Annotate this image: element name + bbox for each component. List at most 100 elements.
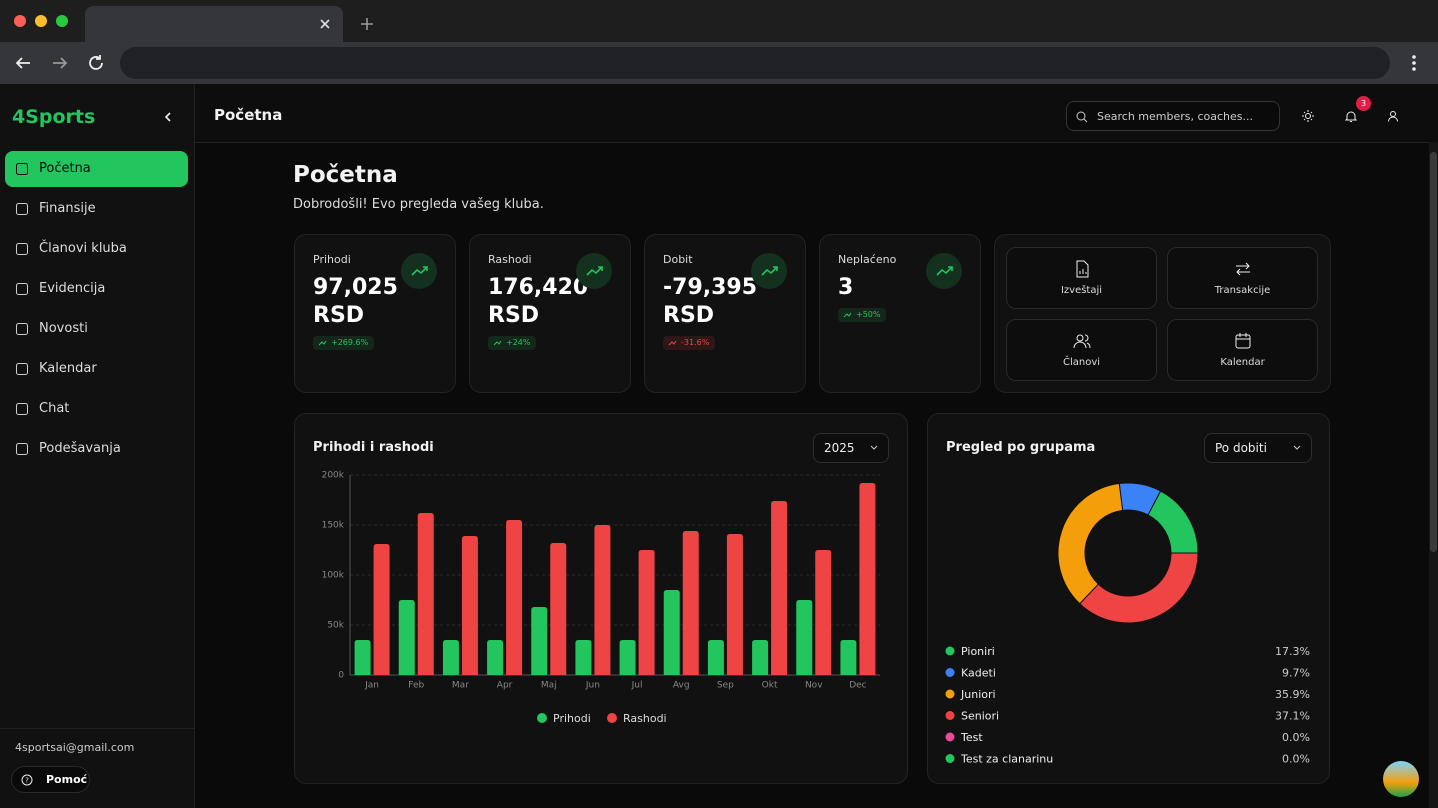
nav-item[interactable]: Chat bbox=[5, 391, 188, 427]
chart-title: Pregled po grupama bbox=[946, 440, 1096, 455]
sidebar: 4Sports Početna Finansije Članovi kluba Evi… bbox=[0, 84, 195, 808]
back-button[interactable] bbox=[14, 54, 32, 72]
bar bbox=[575, 640, 592, 675]
legend-swatch bbox=[945, 668, 955, 677]
stat-change: +50% bbox=[838, 308, 887, 322]
legend-label: Rashodi bbox=[623, 712, 667, 725]
legend-label: Juniori bbox=[960, 688, 996, 701]
quick-action-label: Transakcije bbox=[1214, 285, 1271, 296]
x-tick-label: Feb bbox=[408, 681, 424, 691]
nav-item[interactable]: Kalendar bbox=[5, 351, 188, 387]
value-label: 35.9% bbox=[1275, 688, 1310, 701]
x-tick-label: Dec bbox=[849, 681, 866, 691]
bar bbox=[550, 543, 567, 675]
bar bbox=[461, 536, 478, 675]
header: Početna Search members, coaches... 3 bbox=[195, 84, 1438, 143]
nav-label: Kalendar bbox=[39, 361, 97, 376]
scrollbar bbox=[1429, 142, 1438, 808]
nav-item[interactable]: Članovi kluba bbox=[5, 231, 188, 267]
new-tab[interactable] bbox=[360, 17, 374, 31]
nav-item[interactable]: Finansije bbox=[5, 191, 188, 227]
quick-action-label: Izveštaji bbox=[1060, 285, 1103, 296]
stat-card: Dobit -79,395 RSD -31.6% bbox=[644, 234, 806, 393]
browser-tab[interactable] bbox=[85, 6, 343, 42]
legend-label: Prihodi bbox=[553, 712, 591, 725]
x-tick-label: Jun bbox=[585, 681, 600, 691]
bar bbox=[442, 640, 459, 675]
pie-slice bbox=[1079, 552, 1199, 624]
nav-item[interactable]: Novosti bbox=[5, 311, 188, 347]
forward-button[interactable] bbox=[51, 54, 69, 72]
bar bbox=[398, 600, 415, 675]
y-tick-label: 150k bbox=[322, 521, 345, 531]
notification-badge: 3 bbox=[1356, 96, 1371, 111]
select-value: Po dobiti bbox=[1215, 441, 1267, 455]
browser-toolbar bbox=[0, 42, 1438, 84]
search-placeholder: Search members, coaches... bbox=[1097, 110, 1254, 123]
legend-label: Kadeti bbox=[961, 667, 996, 680]
sort-select[interactable]: Po dobiti bbox=[1204, 433, 1312, 463]
bar bbox=[796, 600, 813, 675]
nav-item[interactable]: Evidencija bbox=[5, 271, 188, 307]
help-button[interactable]: ? Pomoć bbox=[11, 766, 90, 793]
window-minimize[interactable] bbox=[35, 15, 47, 27]
stat-card: Neplaćeno 3 +50% bbox=[819, 234, 981, 393]
page-subtitle: Dobrodošli! Evo pregleda vašeg kluba. bbox=[293, 197, 544, 212]
quick-action[interactable]: Kalendar bbox=[1167, 319, 1318, 381]
x-tick-label: Okt bbox=[762, 681, 778, 691]
stat-icon bbox=[926, 253, 962, 289]
nav-item[interactable]: Početna bbox=[5, 151, 188, 187]
nav-label: Podešavanja bbox=[39, 441, 121, 456]
help-label: Pomoć bbox=[46, 773, 88, 786]
bar bbox=[752, 640, 769, 675]
collapse-sidebar[interactable] bbox=[162, 111, 174, 123]
year-select[interactable]: 2025 bbox=[813, 433, 889, 463]
x-tick-label: Nov bbox=[805, 681, 823, 691]
nav-item[interactable]: Podešavanja bbox=[5, 431, 188, 467]
nav-icon bbox=[16, 363, 28, 375]
search-box[interactable]: Search members, coaches... bbox=[1066, 101, 1280, 131]
stat-icon bbox=[751, 253, 787, 289]
chart-title: Prihodi i rashodi bbox=[313, 440, 434, 455]
stat-value: 97,025 bbox=[313, 275, 398, 300]
value-label: 0.0% bbox=[1282, 753, 1310, 766]
nav-label: Početna bbox=[39, 161, 91, 176]
quick-action[interactable]: Članovi bbox=[1006, 319, 1157, 381]
legend-label: Seniori bbox=[961, 710, 999, 723]
stat-unit: RSD bbox=[313, 303, 365, 328]
quick-action[interactable]: Izveštaji bbox=[1006, 247, 1157, 309]
nav-label: Članovi kluba bbox=[39, 241, 127, 256]
header-title: Početna bbox=[214, 106, 283, 124]
browser-menu[interactable] bbox=[1408, 54, 1420, 72]
profile-button[interactable] bbox=[1387, 110, 1399, 122]
stat-value: 176,420 bbox=[488, 275, 589, 300]
stat-value: -79,395 bbox=[663, 275, 758, 300]
address-bar[interactable] bbox=[120, 47, 1390, 79]
brand[interactable]: 4Sports bbox=[12, 106, 96, 128]
x-tick-label: Avg bbox=[673, 681, 690, 691]
reload-button[interactable] bbox=[87, 54, 105, 72]
tab-close[interactable] bbox=[319, 18, 331, 30]
legend-label: Test za clanarinu bbox=[960, 753, 1053, 766]
stat-value: 3 bbox=[838, 275, 854, 300]
theme-toggle[interactable] bbox=[1302, 110, 1314, 122]
nav-label: Chat bbox=[39, 401, 70, 416]
bar bbox=[638, 550, 655, 675]
nav-label: Novosti bbox=[39, 321, 88, 336]
x-tick-label: Jul bbox=[631, 681, 643, 691]
nav-icon bbox=[16, 203, 28, 215]
nav-label: Evidencija bbox=[39, 281, 106, 296]
stat-unit: RSD bbox=[488, 303, 540, 328]
bar bbox=[840, 640, 857, 675]
x-tick-label: Mar bbox=[452, 681, 469, 691]
nav-icon bbox=[16, 283, 28, 295]
stat-unit: RSD bbox=[663, 303, 715, 328]
x-tick-label: Apr bbox=[497, 681, 513, 691]
quick-action-label: Kalendar bbox=[1220, 357, 1265, 368]
window-close[interactable] bbox=[14, 15, 26, 27]
assistant-button[interactable] bbox=[1383, 761, 1419, 797]
notifications-button[interactable] bbox=[1345, 110, 1357, 123]
quick-action[interactable]: Transakcije bbox=[1167, 247, 1318, 309]
window-maximize[interactable] bbox=[56, 15, 68, 27]
